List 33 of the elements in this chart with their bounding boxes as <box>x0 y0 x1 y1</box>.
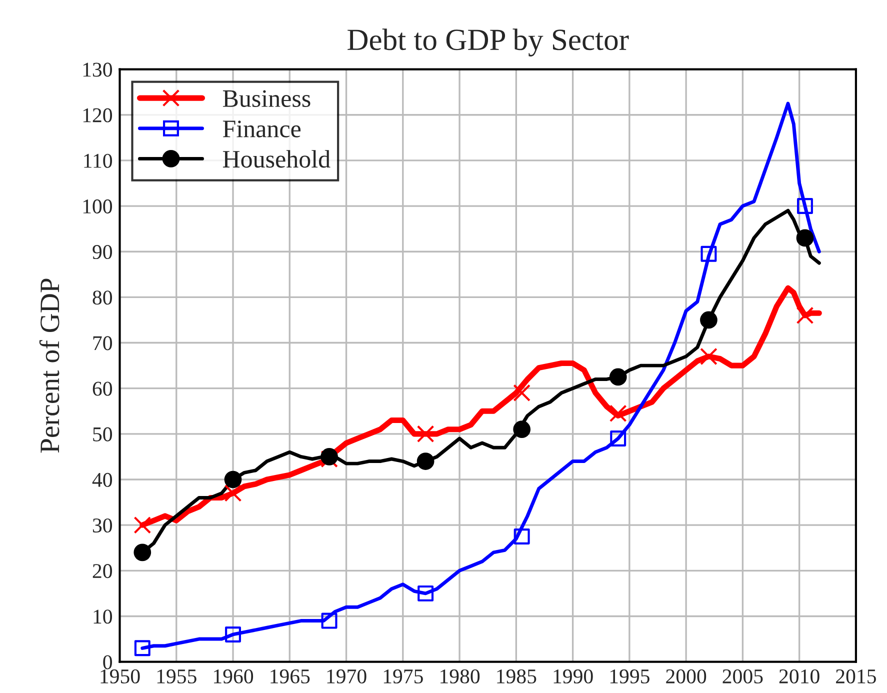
y-tick-label: 130 <box>83 62 112 77</box>
y-tick-label: 90 <box>92 244 112 260</box>
legend-label: Finance <box>222 120 301 138</box>
y-tick-label: 40 <box>92 472 112 487</box>
y-tick-label: 30 <box>92 518 112 533</box>
y-tick-label: 50 <box>93 427 112 442</box>
x-tick-label: 1975 <box>384 669 423 684</box>
y-tick-label: 100 <box>83 199 112 214</box>
y-axis-title: Percent of GDP <box>39 278 60 453</box>
y-tick-label: 20 <box>92 564 112 578</box>
y-tick-label: 0 <box>103 655 112 670</box>
x-tick-label: 1955 <box>157 669 196 684</box>
chart-title: Debt to GDP by Sector <box>348 28 629 56</box>
x-tick-label: 1985 <box>497 669 536 684</box>
y-tick-label: 80 <box>92 290 112 305</box>
x-tick-label: 1960 <box>214 669 254 684</box>
y-tick-label: 120 <box>83 108 112 122</box>
legend-label: Household <box>222 150 330 168</box>
x-tick-label: 2000 <box>666 669 706 684</box>
y-tick-label: 110 <box>84 154 112 168</box>
x-tick-label: 2005 <box>722 669 763 684</box>
x-tick-label: 1950 <box>100 669 140 684</box>
x-tick-label: 1970 <box>327 669 366 684</box>
x-tick-label: 2010 <box>779 669 820 684</box>
x-tick-label: 1980 <box>440 669 480 684</box>
y-tick-label: 70 <box>93 336 112 350</box>
x-tick-label: 1965 <box>270 669 310 684</box>
x-tick-label: 1995 <box>610 669 650 684</box>
y-tick-label: 60 <box>92 382 112 396</box>
x-tick-label: 1990 <box>554 669 593 684</box>
x-tick-label: 2015 <box>836 669 876 684</box>
y-tick-label: 10 <box>94 610 112 624</box>
legend-label: Business <box>222 90 310 108</box>
